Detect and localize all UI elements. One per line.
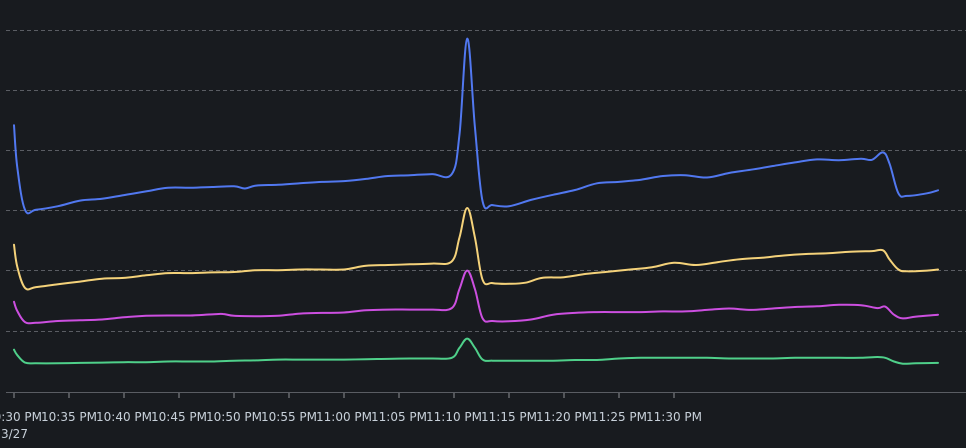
x-tick-label: 10:30 PM [0, 410, 42, 424]
x-tick-label: 10:45 PM [151, 410, 207, 424]
series-line-2 [13, 207, 939, 291]
x-axis-date-label: 3/27 [1, 427, 28, 441]
series-line-4 [13, 337, 939, 365]
x-tick-label: 10:50 PM [206, 410, 262, 424]
grid-lines [6, 30, 966, 332]
x-tick-label: 10:40 PM [96, 410, 152, 424]
x-tick-label: 11:30 PM [646, 410, 702, 424]
x-tick-label: 10:35 PM [41, 410, 97, 424]
x-tick-label: 11:00 PM [316, 410, 372, 424]
x-tick-label: 11:20 PM [536, 410, 592, 424]
x-tick-label: 10:55 PM [261, 410, 317, 424]
x-tick-label: 11:10 PM [426, 410, 482, 424]
x-tick-label: 11:25 PM [591, 410, 647, 424]
x-tick-label: 11:05 PM [371, 410, 427, 424]
series-line-1 [13, 37, 939, 215]
series-line-3 [13, 269, 939, 325]
x-tick-label: 11:15 PM [481, 410, 537, 424]
series-lines [13, 37, 939, 365]
